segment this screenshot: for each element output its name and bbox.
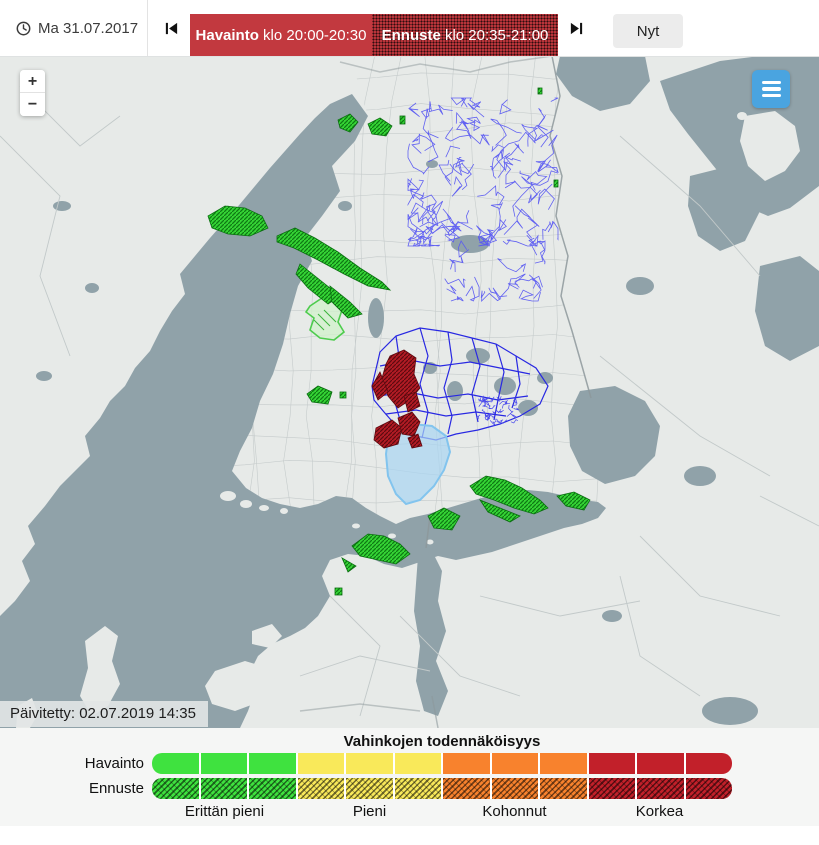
radar-echo-red xyxy=(371,349,423,449)
zoom-out-button[interactable]: − xyxy=(20,93,45,116)
ennuste-time-button[interactable]: Ennuste klo 20:35-21:00 xyxy=(372,14,558,56)
legend-segment xyxy=(491,753,538,774)
skip-forward-icon[interactable] xyxy=(563,0,589,56)
highlighted-area xyxy=(384,422,452,506)
legend-segment xyxy=(394,778,441,799)
legend-segment xyxy=(637,778,684,799)
legend-segment xyxy=(152,778,199,799)
legend: Vahinkojen todennäköisyys Havainto Ennus… xyxy=(0,728,819,826)
legend-segment xyxy=(443,753,490,774)
country-border xyxy=(299,56,592,728)
legend-segment xyxy=(540,778,587,799)
legend-segment xyxy=(297,778,344,799)
legend-segment xyxy=(394,753,441,774)
sea xyxy=(0,56,819,728)
date-label: Ma 31.07.2017 xyxy=(38,19,139,37)
zoom-in-button[interactable]: + xyxy=(20,70,45,93)
clock-icon xyxy=(16,21,31,35)
legend-title: Vahinkojen todennäköisyys xyxy=(343,733,541,750)
legend-bar-ennuste xyxy=(152,778,732,799)
legend-row-label-havainto: Havainto xyxy=(84,755,144,772)
havainto-label: Havainto xyxy=(195,26,259,44)
legend-category-label: Korkea xyxy=(635,803,684,820)
dense-network-patch xyxy=(476,395,520,427)
legend-segment xyxy=(637,753,684,774)
roads xyxy=(0,85,819,717)
now-button[interactable]: Nyt xyxy=(613,14,683,48)
map-image xyxy=(0,56,819,728)
legend-segment xyxy=(249,778,296,799)
legend-segment xyxy=(443,778,490,799)
radar-echo-green xyxy=(207,87,591,596)
legend-segment xyxy=(297,753,344,774)
legend-category-label: Erittän pieni xyxy=(184,803,265,820)
legend-segment xyxy=(491,778,538,799)
menu-button[interactable] xyxy=(752,70,790,108)
legend-segment xyxy=(685,753,732,774)
current-date: Ma 31.07.2017 xyxy=(16,0,138,56)
zoom-control: + − xyxy=(20,70,45,116)
legend-segment xyxy=(588,753,635,774)
legend-segment xyxy=(588,778,635,799)
legend-segment xyxy=(152,753,199,774)
map-canvas[interactable]: + − Päivitetty: 02.07.2019 14:35 xyxy=(0,56,819,728)
legend-category-labels: Erittän pieni Pieni Kohonnut Korkea xyxy=(152,803,732,820)
legend-segment xyxy=(540,753,587,774)
legend-segment xyxy=(200,778,247,799)
power-network-overlay xyxy=(407,97,559,303)
ennuste-time: klo 20:35-21:00 xyxy=(440,26,549,44)
legend-segment xyxy=(249,753,296,774)
legend-segment xyxy=(200,753,247,774)
havainto-time-button[interactable]: Havainto klo 20:00-20:30 xyxy=(190,14,372,56)
legend-row-label-ennuste: Ennuste xyxy=(88,780,144,797)
skip-back-icon[interactable] xyxy=(158,0,184,56)
updated-timestamp: Päivitetty: 02.07.2019 14:35 xyxy=(0,701,208,727)
legend-category-label: Kohonnut xyxy=(482,803,547,820)
legend-segment xyxy=(685,778,732,799)
menu-icon xyxy=(761,80,781,98)
toolbar: Ma 31.07.2017 Havainto klo 20:00-20:30 E… xyxy=(0,0,819,57)
legend-category-label: Pieni xyxy=(352,803,387,820)
legend-segment xyxy=(346,753,393,774)
ennuste-label: Ennuste xyxy=(381,26,441,44)
legend-segment xyxy=(346,778,393,799)
havainto-time: klo 20:00-20:30 xyxy=(258,26,367,44)
toolbar-divider xyxy=(147,0,148,56)
legend-bar-havainto xyxy=(152,753,732,774)
